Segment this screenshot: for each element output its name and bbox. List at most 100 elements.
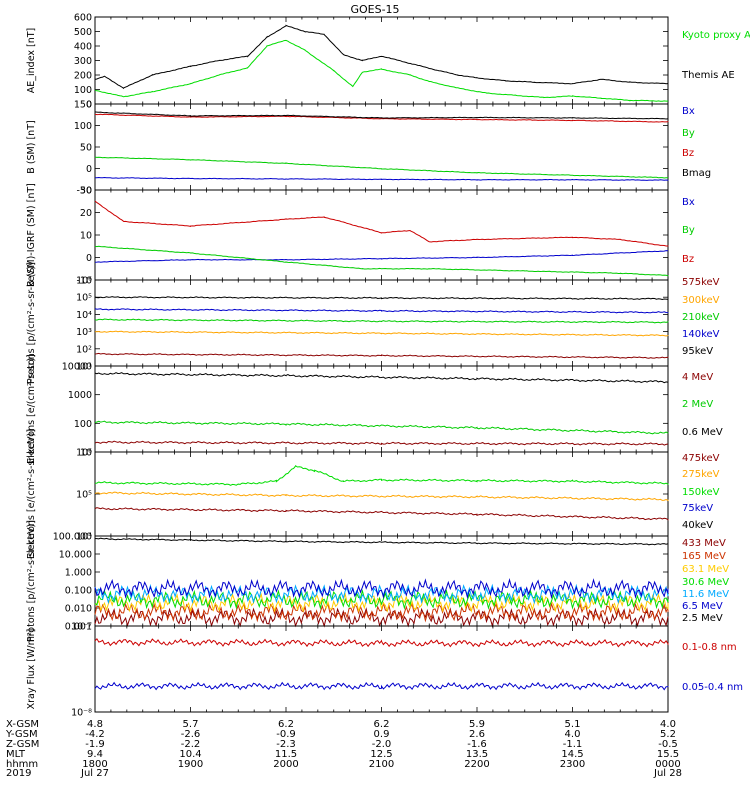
y-tick-label: 0 xyxy=(86,253,92,264)
legend-label: Bx xyxy=(682,197,695,208)
legend-label: 210keV xyxy=(682,312,720,323)
y-axis-label: Electrons [e/(cm²-s-sr-keV)] xyxy=(26,429,37,559)
legend-label: Bx xyxy=(682,106,695,117)
series-line xyxy=(94,245,669,277)
legend-label: 30.6 MeV xyxy=(682,577,729,588)
y-tick-label: 10⁶ xyxy=(76,276,92,287)
x-tick-label: -4.2 xyxy=(85,729,105,740)
y-tick-label: 10⁻⁷ xyxy=(71,622,92,633)
x-tick-label: 14.5 xyxy=(561,749,583,760)
x-row-label: MLT xyxy=(6,749,26,760)
y-tick-label: 400 xyxy=(74,42,92,53)
y-tick-label: 10 xyxy=(80,448,92,459)
x-tick-label: -1.1 xyxy=(563,739,583,750)
x-tick-label: 5.2 xyxy=(660,729,676,740)
legend-label: Bmag xyxy=(682,168,711,179)
y-tick-label: 600 xyxy=(74,13,92,24)
y-tick-label: 10⁶ xyxy=(76,448,92,459)
x-row-label: Z-GSM xyxy=(6,739,39,750)
legend-label: 75keV xyxy=(682,503,713,514)
x-tick-label: 12.5 xyxy=(370,749,392,760)
y-tick-label: 1000 xyxy=(68,390,92,401)
y-tick-label: 10 xyxy=(80,231,92,242)
x-tick-label: 1800 xyxy=(82,759,107,770)
y-tick-label: 0.001 xyxy=(65,622,92,633)
x-tick-label: 4.8 xyxy=(87,719,103,730)
x-axis-group: X-GSM 4.8 5.7 6.2 6.2 5.9 5.1 4.0Y-GSM -4.2 -2.6-… xyxy=(5,719,682,779)
y-tick-label: 0.010 xyxy=(65,604,92,615)
y-tick-label: 10.000 xyxy=(59,550,92,561)
x-tick-label: -1.6 xyxy=(467,739,487,750)
y-axis-label: B (SM)-IGRF (SM) [nT] xyxy=(26,183,37,287)
y-tick-label: 10² xyxy=(76,344,92,355)
series-line xyxy=(94,637,669,648)
series-line xyxy=(94,681,669,691)
legend-label: 63.1 MeV xyxy=(682,564,729,575)
y-tick-label: 10⁵ xyxy=(76,490,92,501)
panel-frame xyxy=(94,189,669,281)
y-tick-label: 50 xyxy=(80,143,92,154)
y-axis-label: Xray Flux [W/m²] xyxy=(26,629,37,710)
legend-label: 433 MeV xyxy=(682,538,726,549)
series-line xyxy=(94,111,669,120)
legend-label: Kyoto proxy AE xyxy=(682,30,750,41)
y-tick-label: 20 xyxy=(80,208,92,219)
series-line xyxy=(94,308,669,314)
series-line xyxy=(94,491,669,502)
series-line xyxy=(94,420,669,435)
legend-label: 6.5 MeV xyxy=(682,601,723,612)
y-tick-label: 100 xyxy=(74,121,92,132)
y-tick-label: 10000 xyxy=(62,362,92,373)
x-tick-label: Jul 27 xyxy=(80,768,109,779)
series-line xyxy=(94,113,669,123)
y-tick-label: 0.100 xyxy=(65,586,92,597)
legend-label: By xyxy=(682,225,695,236)
y-tick-label: 10¹ xyxy=(76,362,92,373)
x-tick-label: 11.5 xyxy=(275,749,297,760)
y-tick-label: 30 xyxy=(80,186,92,197)
series-line xyxy=(94,200,669,247)
legend-label: 0.1-0.8 nm xyxy=(682,642,737,653)
legend-label: Bz xyxy=(682,148,694,159)
legend-label: 150keV xyxy=(682,487,720,498)
x-tick-label: 15.5 xyxy=(657,749,679,760)
x-tick-label: 5.7 xyxy=(183,719,199,730)
legend-label: Bz xyxy=(682,254,694,265)
legend-label: 475keV xyxy=(682,453,720,464)
legend-label: 2 MeV xyxy=(682,399,713,410)
x-tick-label: 2.6 xyxy=(469,729,485,740)
x-row-label: hhmm xyxy=(6,759,38,770)
y-axis-label: AE_index [nT] xyxy=(26,28,37,94)
legend-label: 575keV xyxy=(682,277,720,288)
x-tick-label: 1900 xyxy=(178,759,203,770)
series-line xyxy=(95,176,669,181)
legend-label: 275keV xyxy=(682,469,720,480)
x-row-label: Y-GSM xyxy=(5,729,38,740)
x-tick-label: 2300 xyxy=(560,759,585,770)
panel-frame xyxy=(94,279,669,367)
legend-label: 4 MeV xyxy=(682,372,713,383)
y-axis-label: Protons [p/(cm²-s-sr-keV)] xyxy=(26,262,37,384)
panel-8: 10⁻⁸ 10⁻⁷ Xray Flux [W/m²] 0.1-0.8 nm 0.05-0… xyxy=(26,622,743,719)
x-tick-label: Jul 28 xyxy=(653,768,682,779)
series-line xyxy=(94,607,669,628)
y-axis-label: Protons [p/(cm²-s-sr-keV)] xyxy=(26,520,37,642)
y-axis-label: Electrons [e/(cm²-s-sr)] xyxy=(26,354,37,464)
legend-label: 11.6 MeV xyxy=(682,589,729,600)
y-tick-label: 200 xyxy=(74,71,92,82)
x-tick-label: 2000 xyxy=(273,759,298,770)
y-tick-label: -50 xyxy=(76,186,92,197)
series-line xyxy=(94,318,669,324)
series-line xyxy=(94,330,669,337)
legend-label: 140keV xyxy=(682,329,720,340)
y-tick-label: 100.000 xyxy=(53,532,92,543)
series-line xyxy=(94,537,669,546)
series-line xyxy=(94,577,669,600)
panel-6: 10⁴ 10⁵ 10⁶ Electrons [e/(cm²-s-sr-keV)] 475… xyxy=(26,429,720,559)
legend-label: 0.6 MeV xyxy=(682,427,723,438)
x-row-label: X-GSM xyxy=(6,719,39,730)
x-tick-label: -2.0 xyxy=(372,739,392,750)
x-tick-label: 2100 xyxy=(369,759,394,770)
series-line xyxy=(94,592,669,613)
y-tick-label: 1.000 xyxy=(65,568,92,579)
